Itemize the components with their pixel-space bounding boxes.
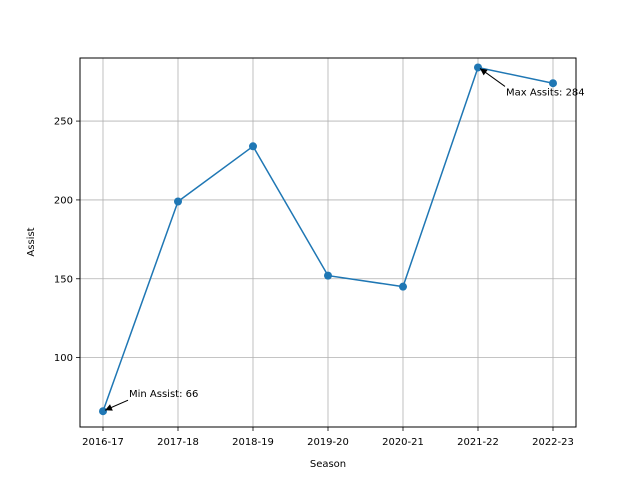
- data-point: [399, 282, 407, 291]
- annotation-label: Min Assist: 66: [129, 389, 198, 400]
- x-tick-label: 2017-18: [157, 437, 199, 448]
- y-axis-label: Assist: [26, 227, 37, 256]
- x-tick-label: 2021-22: [457, 437, 499, 448]
- annotation-label: Max Assits: 284: [506, 87, 585, 98]
- y-tick-label: 100: [54, 353, 73, 364]
- data-point: [99, 407, 107, 416]
- annotation-arrow-head: [105, 404, 113, 411]
- x-tick-label: 2022-23: [532, 437, 574, 448]
- x-tick-label: 2016-17: [82, 437, 124, 448]
- annotation-arrow-head: [480, 68, 488, 76]
- ticks: 2016-17 2017-18 2018-19 2019-20 2020-21 2021-…: [54, 117, 574, 448]
- y-tick-label: 150: [54, 274, 73, 285]
- y-tick-label: 200: [54, 195, 73, 206]
- x-tick-label: 2020-21: [382, 437, 424, 448]
- x-axis-label: Season: [310, 459, 346, 470]
- data-point: [174, 197, 182, 206]
- annotations: Min Assist: 66 Max Assits: 284: [104, 68, 585, 411]
- data-point: [549, 79, 557, 88]
- x-tick-label: 2019-20: [307, 437, 349, 448]
- data-point: [249, 142, 257, 151]
- y-tick-label: 250: [54, 117, 73, 128]
- x-tick-label: 2018-19: [232, 437, 274, 448]
- data-point: [324, 271, 332, 280]
- data-point: [474, 63, 482, 72]
- series-layer: [99, 63, 557, 416]
